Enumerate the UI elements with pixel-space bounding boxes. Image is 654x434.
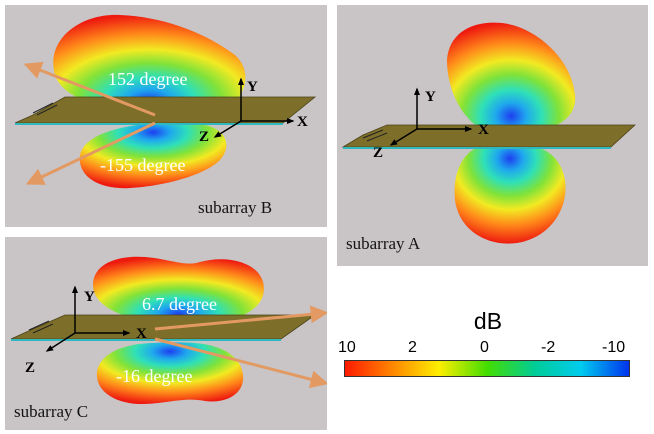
- legend-tick: 10: [338, 339, 356, 356]
- angle-label-bottom-b: -155 degree: [100, 155, 186, 175]
- panel-label-c: subarray C: [14, 402, 89, 421]
- beam-arrow-bottom-b: [25, 121, 156, 185]
- radiation-pattern-b: Y X Z: [14, 14, 317, 189]
- radiation-pattern-c: Y X Z: [10, 256, 327, 405]
- panel-label-a: subarray A: [346, 234, 421, 253]
- legend-tick: -10: [602, 339, 626, 356]
- radiation-pattern-a: Y X Z: [341, 22, 637, 244]
- legend-tick: 0: [480, 339, 489, 356]
- lobe-bottom-a: [454, 143, 566, 244]
- beam-arrow-top-c: [154, 305, 327, 331]
- colorbar-legend: dB 10 2 0 -2 -10: [338, 308, 638, 380]
- lobe-top-c: [93, 256, 264, 325]
- lobe-bottom-b: [79, 122, 227, 189]
- legend-title: dB: [473, 308, 503, 334]
- beam-arrow-bottom-c: [154, 337, 327, 389]
- panel-label-b: subarray B: [198, 198, 273, 217]
- angle-label-top-b: 152 degree: [108, 69, 188, 89]
- lobe-top-b: [53, 14, 246, 117]
- colorbar: [344, 360, 630, 377]
- axis-z-label-a: Z: [373, 145, 383, 161]
- axis-x-label-b: X: [297, 114, 308, 130]
- legend-tick: -2: [541, 339, 556, 356]
- angle-label-top-c: 6.7 degree: [142, 294, 217, 314]
- angle-label-bottom-c: -16 degree: [116, 366, 193, 386]
- substrate-a: [341, 124, 637, 148]
- axis-x-label-a: X: [478, 122, 489, 138]
- axis-x-label-c: X: [136, 326, 147, 342]
- panel-subarray-c: Y X Z 6.7 degree -16 degree subarray C: [5, 237, 327, 430]
- panel-subarray-a: Y X Z subarray A: [337, 5, 648, 266]
- substrate-b: [14, 96, 317, 124]
- lobe-bottom-c: [96, 342, 244, 405]
- beam-arrow-top-b: [23, 61, 156, 117]
- axis-z-label-b: Z: [199, 129, 209, 145]
- lobe-top-a: [447, 22, 576, 133]
- panel-subarray-b: Y X Z 152 degree -155 degree subarray B: [5, 5, 327, 227]
- axis-y-label-c: Y: [84, 289, 95, 305]
- axis-y-label-a: Y: [425, 89, 436, 105]
- axis-y-label-b: Y: [247, 79, 258, 95]
- axis-z-label-c: Z: [25, 360, 35, 376]
- legend-tick: 2: [408, 339, 417, 356]
